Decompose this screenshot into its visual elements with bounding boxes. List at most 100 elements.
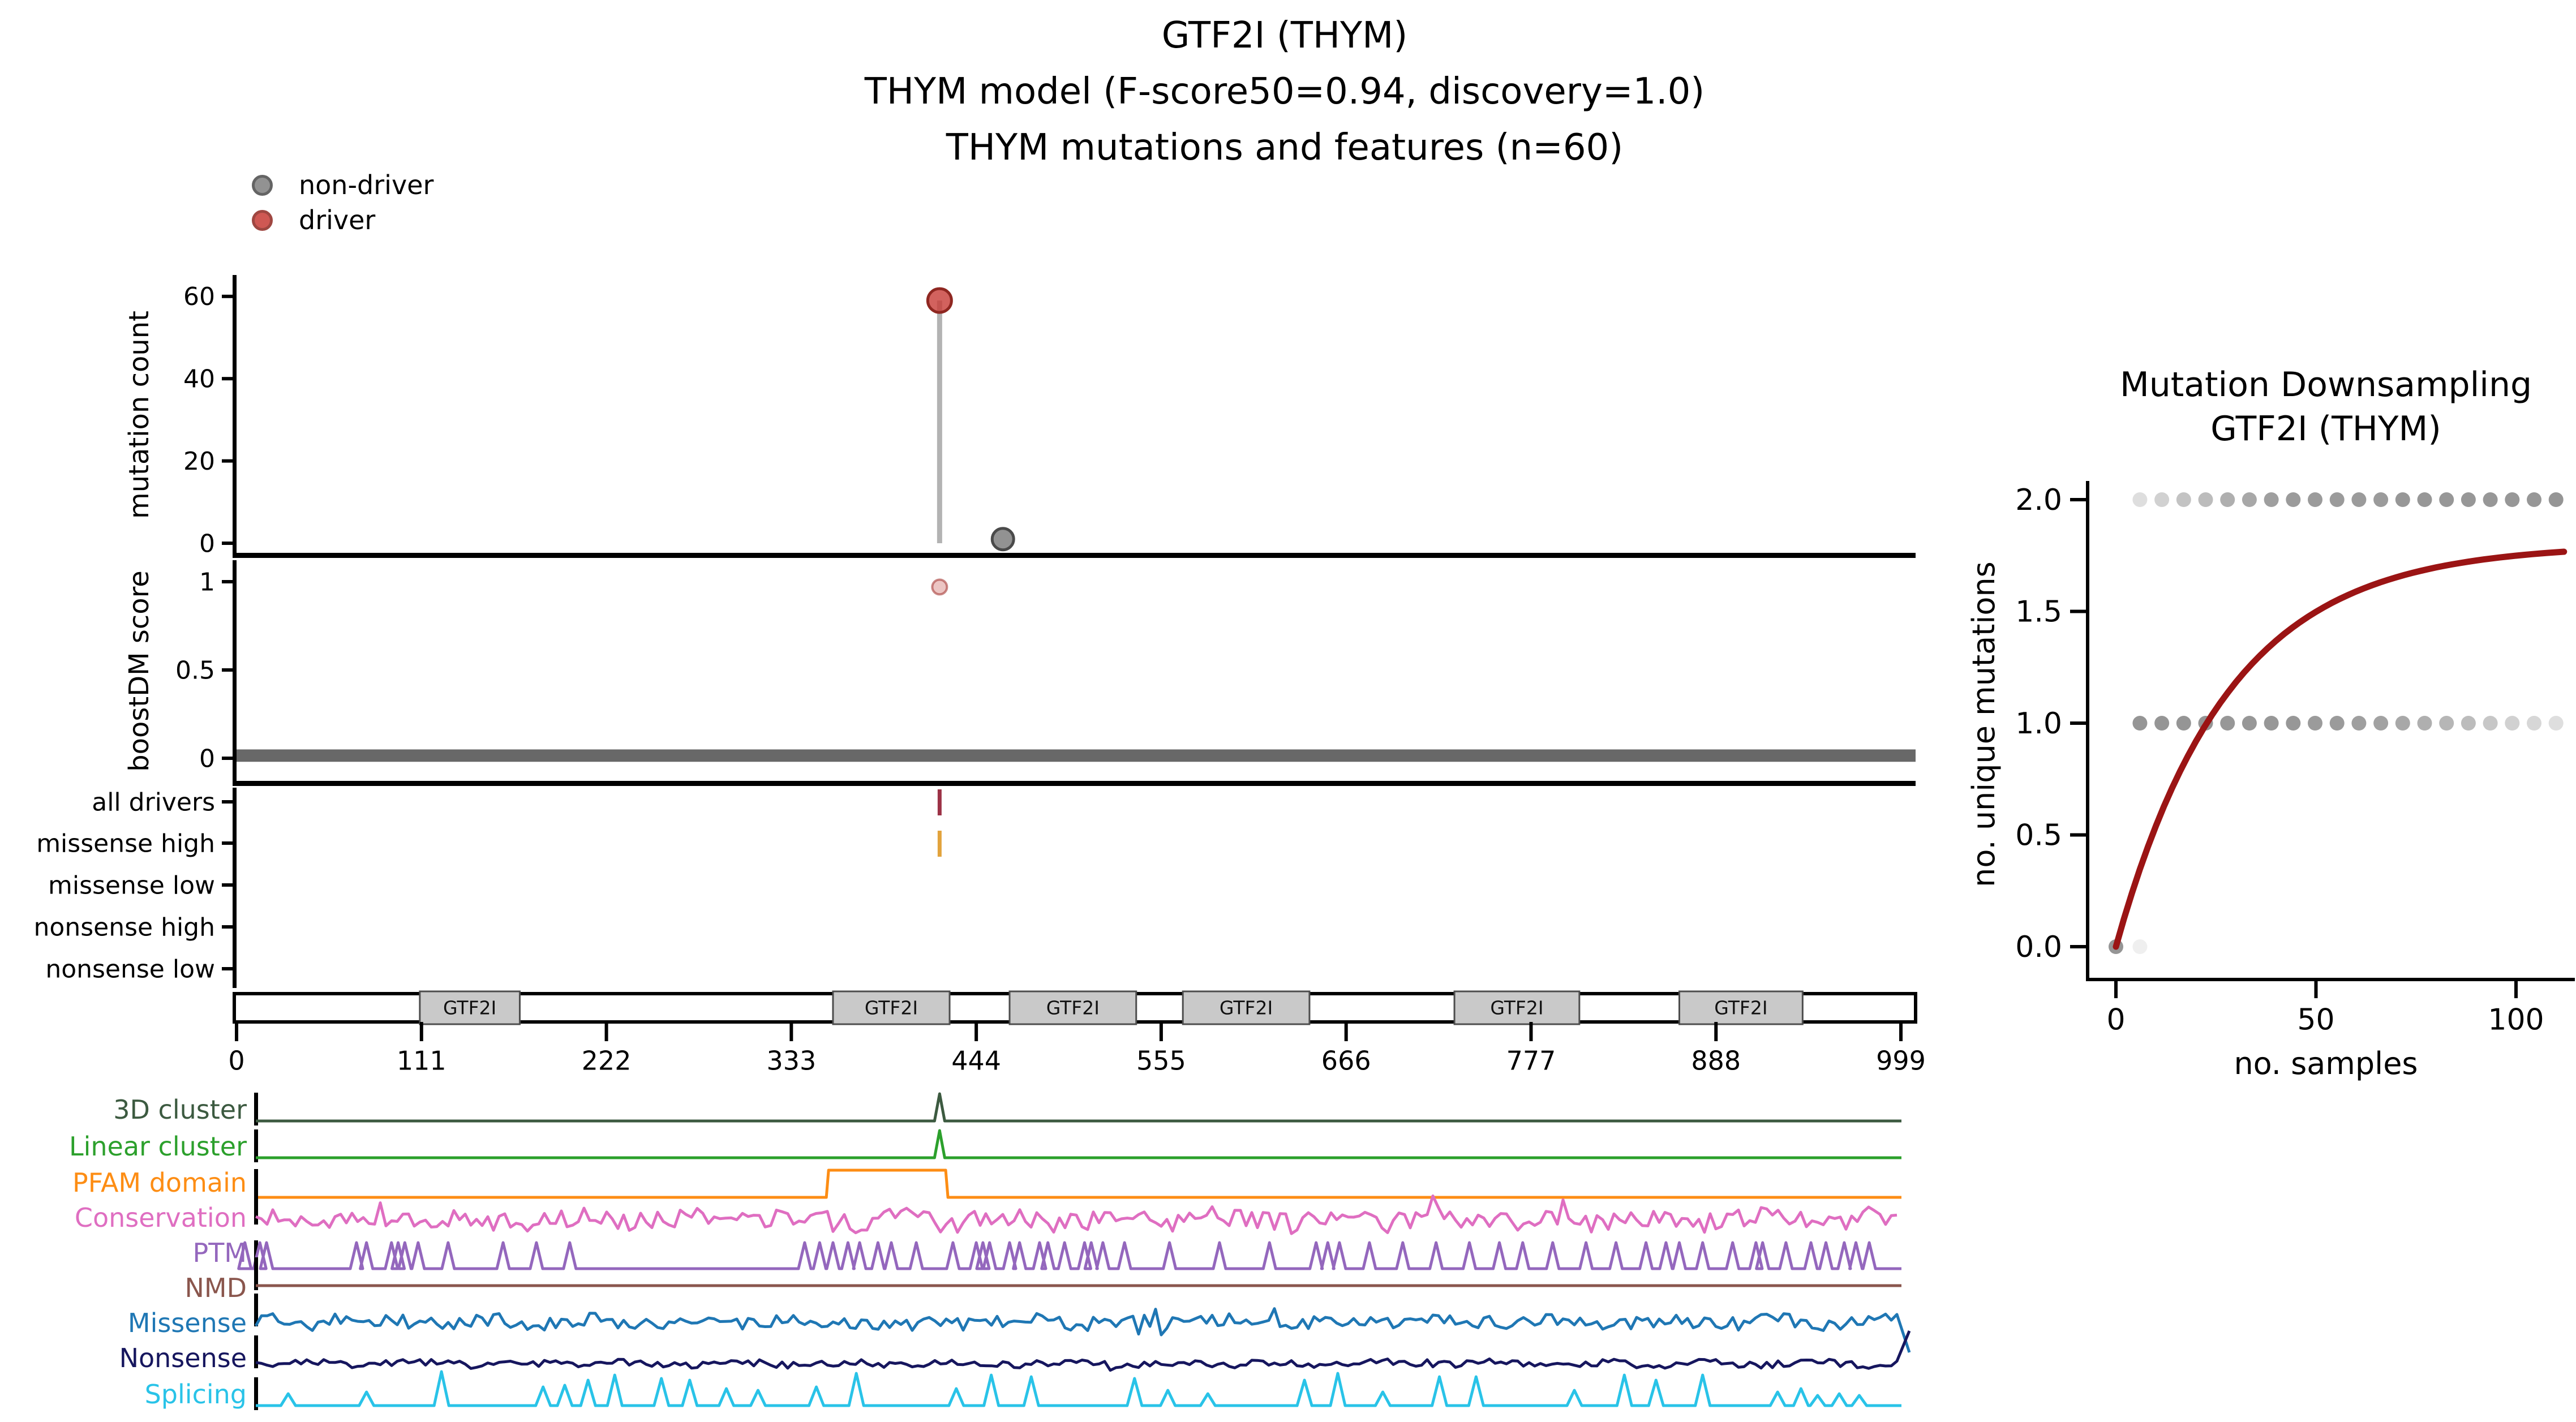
domain-label: GTF2I — [1046, 997, 1100, 1019]
y-tick-label: 1.5 — [2015, 595, 2062, 629]
x-tick-label: 666 — [1321, 1045, 1371, 1076]
downsampling-dot — [2132, 492, 2148, 507]
row-tick — [222, 967, 237, 970]
x-axis-spine — [233, 553, 1916, 558]
downsampling-dot — [2548, 492, 2564, 507]
track-start-tick — [254, 1169, 258, 1202]
y-tick-label: 40 — [183, 365, 215, 394]
y-tick-label: 0.5 — [175, 656, 215, 685]
legend-item-driver: driver — [252, 203, 433, 238]
x-tick-label: 333 — [766, 1045, 816, 1076]
non-driver-point — [990, 527, 1015, 552]
track-line-splicing — [256, 1370, 1901, 1407]
x-tick — [2514, 981, 2518, 998]
downsampling-dot — [2308, 492, 2323, 507]
y-tick — [222, 294, 237, 298]
track-label-nonsense: Nonsense — [119, 1343, 247, 1373]
downsampling-dot — [2461, 492, 2476, 507]
domain-label: GTF2I — [1490, 997, 1543, 1019]
y-tick — [222, 668, 237, 672]
x-tick-label: 0 — [2106, 1003, 2125, 1037]
y-tick-label: 1.0 — [2015, 707, 2062, 741]
x-axis-title: no. samples — [2234, 1046, 2418, 1081]
domain-box — [832, 990, 951, 1025]
downsampling-dot — [2242, 492, 2257, 507]
downsampling-dot — [2154, 492, 2170, 507]
saturation-curve — [2113, 548, 2568, 950]
track-start-tick — [254, 1257, 258, 1290]
y-tick — [2070, 609, 2086, 613]
downsampling-dot — [2439, 492, 2454, 507]
track-start-tick — [254, 1377, 258, 1410]
downsampling-dot — [2264, 492, 2279, 507]
downsampling-dot — [2286, 492, 2301, 507]
downsampling-dot — [2351, 716, 2367, 731]
y-tick — [222, 580, 237, 583]
y-axis-spine — [2086, 481, 2089, 981]
domain-track: GTF2I GTF2I GTF2I GTF2I GTF2I GTF2I 0 111 222 333… — [228, 990, 1926, 1076]
downsampling-dot — [2439, 716, 2454, 731]
y-tick-label: 20 — [183, 447, 215, 476]
y-tick-label: 1 — [199, 568, 215, 596]
downsampling-dot — [2527, 716, 2542, 731]
mutation-count-panel: 0 20 40 60 mutation count — [123, 275, 1916, 558]
x-tick-label: 111 — [397, 1045, 446, 1076]
domain-label: GTF2I — [443, 997, 496, 1019]
row-label: all drivers — [92, 788, 215, 817]
downsampling-dot — [2483, 716, 2498, 731]
score-band — [237, 749, 1916, 762]
track-line-ptm — [237, 1241, 1901, 1270]
y-axis-spine — [233, 788, 237, 988]
x-tick-label: 50 — [2297, 1003, 2334, 1037]
downsampling-dot — [2373, 716, 2389, 731]
row-tick — [222, 841, 237, 845]
downsampling-dot — [2154, 716, 2170, 731]
downsampling-dot — [2220, 492, 2235, 507]
downsampling-dot — [2483, 492, 2498, 507]
downsampling-title-line-2: GTF2I (THYM) — [2210, 409, 2441, 449]
downsampling-dot — [2329, 492, 2345, 507]
row-tick — [222, 883, 237, 887]
x-tick-label: 222 — [582, 1045, 632, 1076]
downsampling-dot — [2505, 492, 2520, 507]
downsampling-dot — [2329, 716, 2345, 731]
row-label: missense high — [36, 829, 215, 858]
title-line-1: GTF2I (THYM) — [1161, 15, 1408, 57]
row-label: missense low — [48, 871, 215, 900]
x-axis-spine — [2086, 978, 2575, 981]
y-axis-title: boostDM score — [123, 570, 155, 772]
x-tick-label: 999 — [1876, 1045, 1926, 1076]
figure-title: GTF2I (THYM) THYM model (F-score50=0.94,… — [0, 8, 2569, 177]
domain-box — [419, 990, 521, 1025]
x-tick-label: 555 — [1136, 1045, 1186, 1076]
downsampling-dot — [2176, 492, 2191, 507]
x-tick-label: 444 — [951, 1045, 1001, 1076]
downsampling-dot — [2176, 716, 2191, 731]
y-axis-title: no. unique mutations — [1966, 561, 2002, 887]
downsampling-dot — [2308, 716, 2323, 731]
domain-label: GTF2I — [865, 997, 918, 1019]
track-label-pfam-domain: PFAM domain — [72, 1167, 247, 1198]
track-line-pfam-domain — [256, 1168, 1901, 1199]
downsampling-dot — [2242, 716, 2257, 731]
driver-legend: non-driver driver — [252, 167, 433, 238]
x-tick — [2114, 981, 2118, 998]
y-tick — [2070, 721, 2086, 725]
downsampling-dot — [2264, 716, 2279, 731]
downsampling-dot — [2395, 492, 2410, 507]
track-label-splicing: Splicing — [145, 1379, 247, 1410]
row-label: nonsense high — [34, 913, 215, 942]
downsampling-dot — [2461, 716, 2476, 731]
track-label-ptm: PTM — [192, 1238, 247, 1268]
downsampling-dot — [2286, 716, 2301, 731]
domain-box — [1008, 990, 1137, 1025]
y-tick-label: 0 — [199, 529, 215, 558]
track-line-conservation — [255, 1194, 1897, 1235]
y-tick-label: 2.0 — [2015, 483, 2062, 517]
downsampling-dot — [2417, 716, 2432, 731]
x-tick-label: 100 — [2488, 1003, 2544, 1037]
title-line-2: THYM model (F-score50=0.94, discovery=1.… — [864, 71, 1705, 113]
